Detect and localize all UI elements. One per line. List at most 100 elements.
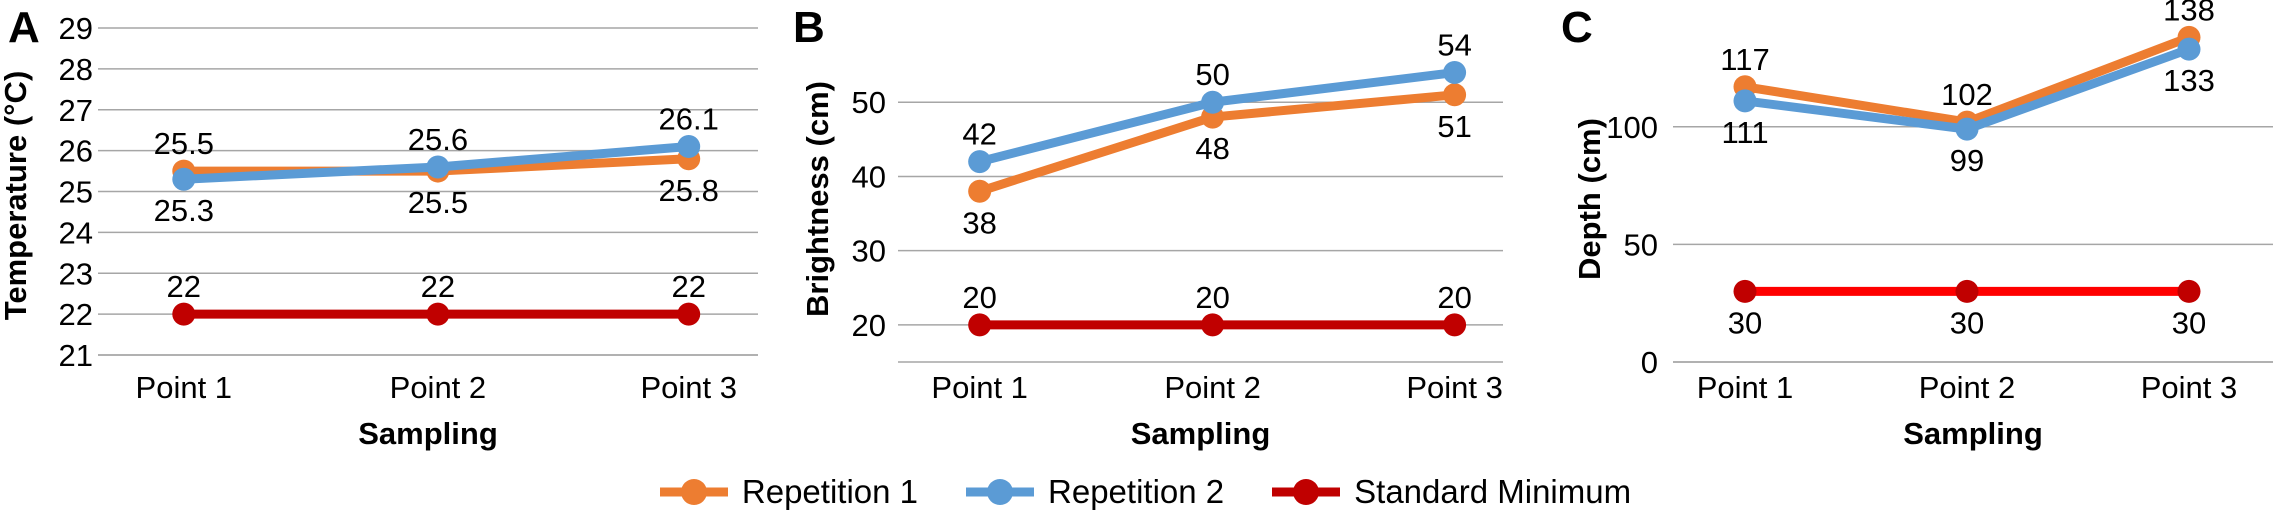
series-standard-minimum: 30 30 30 (1728, 279, 2206, 340)
data-label: 133 (2163, 63, 2215, 98)
x-category-label: Point 2 (390, 370, 487, 405)
y-axis-title-a: Temperature (°C) (0, 71, 33, 321)
y-tick-label: 29 (59, 11, 93, 46)
chart-panel-a: A Temperature (°C) 21 22 23 24 25 26 27 28 29 Point… (0, 3, 758, 451)
data-point-marker (1733, 279, 1757, 303)
y-tick-label: 40 (852, 159, 886, 194)
data-point-marker (426, 302, 450, 326)
y-tick-label: 30 (852, 234, 886, 269)
data-point-marker (1443, 83, 1467, 107)
y-tick-label: 20 (852, 308, 886, 343)
data-point-marker (1443, 313, 1467, 337)
y-tick-label: 50 (852, 85, 886, 120)
legend-item-standard-minimum: Standard Minimum (1270, 473, 1631, 511)
x-category-label: Point 3 (1406, 370, 1503, 405)
series-standard-minimum: 22 22 22 (167, 269, 706, 326)
y-tick-label: 0 (1641, 345, 1658, 380)
data-label: 38 (962, 205, 996, 240)
data-label: 25.5 (154, 126, 214, 161)
legend-marker-standard-minimum-icon (1272, 479, 1341, 505)
data-point-marker (968, 150, 992, 174)
y-tick-label: 27 (59, 93, 93, 128)
data-label: 22 (421, 269, 455, 304)
panel-letter-c: C (1561, 3, 1593, 52)
data-point-marker (677, 302, 701, 326)
series-standard-minimum: 20 20 20 (962, 280, 1472, 337)
x-category-label: Point 2 (1164, 370, 1261, 405)
data-point-marker (2177, 37, 2201, 61)
legend-marker-repetition-1-icon (659, 479, 728, 505)
data-point-marker (1201, 313, 1225, 337)
y-tick-label: 50 (1624, 227, 1658, 262)
x-category-label: Point 1 (136, 370, 233, 405)
legend: Repetition 1 Repetition 2 Standard Minim… (0, 464, 2289, 520)
series-repetition-2: 25.3 25.6 26.1 (154, 102, 719, 229)
series-repetition-2: 111 99 133 (1721, 37, 2215, 178)
charts-canvas: A Temperature (°C) 21 22 23 24 25 26 27 28 29 Point… (0, 0, 2273, 451)
y-axis-title-c: Depth (cm) (1572, 118, 1607, 280)
x-axis-title-c: Sampling (1903, 416, 2043, 451)
legend-label-repetition-1: Repetition 1 (741, 473, 919, 510)
legend-item-repetition-2: Repetition 2 (964, 473, 1224, 511)
data-label: 20 (962, 280, 996, 315)
data-label: 51 (1437, 109, 1471, 144)
data-label: 30 (1950, 305, 1984, 340)
data-point-marker (172, 167, 196, 191)
panel-letter-b: B (793, 3, 825, 52)
data-point-marker (1443, 61, 1467, 85)
legend-item-repetition-1: Repetition 1 (658, 473, 918, 511)
data-point-marker (968, 179, 992, 203)
data-point-marker (1955, 279, 1979, 303)
data-label: 50 (1195, 57, 1229, 92)
data-point-marker (2177, 279, 2201, 303)
y-tick-label: 22 (59, 297, 93, 332)
x-category-label: Point 1 (931, 370, 1028, 405)
data-label: 99 (1950, 143, 1984, 178)
y-tick-label: 28 (59, 52, 93, 87)
data-label: 48 (1195, 131, 1229, 166)
x-category-label: Point 1 (1697, 370, 1794, 405)
data-label: 25.5 (408, 185, 468, 220)
series-repetition-1: 38 48 51 (962, 83, 1472, 240)
chart-panel-b: B Brightness (cm) 20 30 40 50 Point 1 Point 2 Po… (793, 3, 1503, 451)
data-label: 102 (1941, 77, 1993, 112)
x-axis-title-a: Sampling (358, 416, 498, 451)
y-tick-label: 25 (59, 175, 93, 210)
data-label: 22 (167, 269, 201, 304)
data-label: 20 (1437, 280, 1471, 315)
data-label: 20 (1195, 280, 1229, 315)
data-label: 25.6 (408, 122, 468, 157)
data-point-marker (677, 135, 701, 159)
y-tick-label: 23 (59, 256, 93, 291)
y-tick-label: 100 (1606, 110, 1658, 145)
data-label: 25.3 (154, 193, 214, 228)
data-label: 22 (671, 269, 705, 304)
y-tick-label: 21 (59, 338, 93, 373)
data-point-marker (1733, 89, 1757, 113)
legend-label-standard-minimum: Standard Minimum (1354, 473, 1632, 510)
x-category-label: Point 2 (1919, 370, 2016, 405)
x-category-label: Point 3 (640, 370, 737, 405)
y-tick-label: 26 (59, 134, 93, 169)
data-label: 111 (1721, 115, 1768, 150)
panel-letter-a: A (8, 3, 40, 52)
y-axis-title-b: Brightness (cm) (800, 81, 835, 317)
data-label: 26.1 (659, 102, 719, 137)
data-point-marker (172, 302, 196, 326)
x-axis-title-b: Sampling (1131, 416, 1271, 451)
y-tick-label: 24 (59, 215, 93, 250)
x-category-label: Point 3 (2141, 370, 2238, 405)
legend-label-repetition-2: Repetition 2 (1048, 473, 1225, 510)
data-point-marker (968, 313, 992, 337)
chart-panel-c: C Depth (cm) 0 50 100 Point 1 Point 2 Point 3 Sa… (1561, 0, 2273, 451)
data-label: 30 (1728, 305, 1762, 340)
data-point-marker (1955, 117, 1979, 141)
data-label: 117 (1720, 42, 1769, 77)
data-label: 54 (1437, 28, 1471, 63)
data-point-marker (1201, 90, 1225, 114)
data-label: 138 (2163, 0, 2215, 27)
legend-marker-repetition-2-icon (966, 479, 1035, 505)
data-label: 25.8 (659, 173, 719, 208)
data-label: 30 (2172, 305, 2206, 340)
